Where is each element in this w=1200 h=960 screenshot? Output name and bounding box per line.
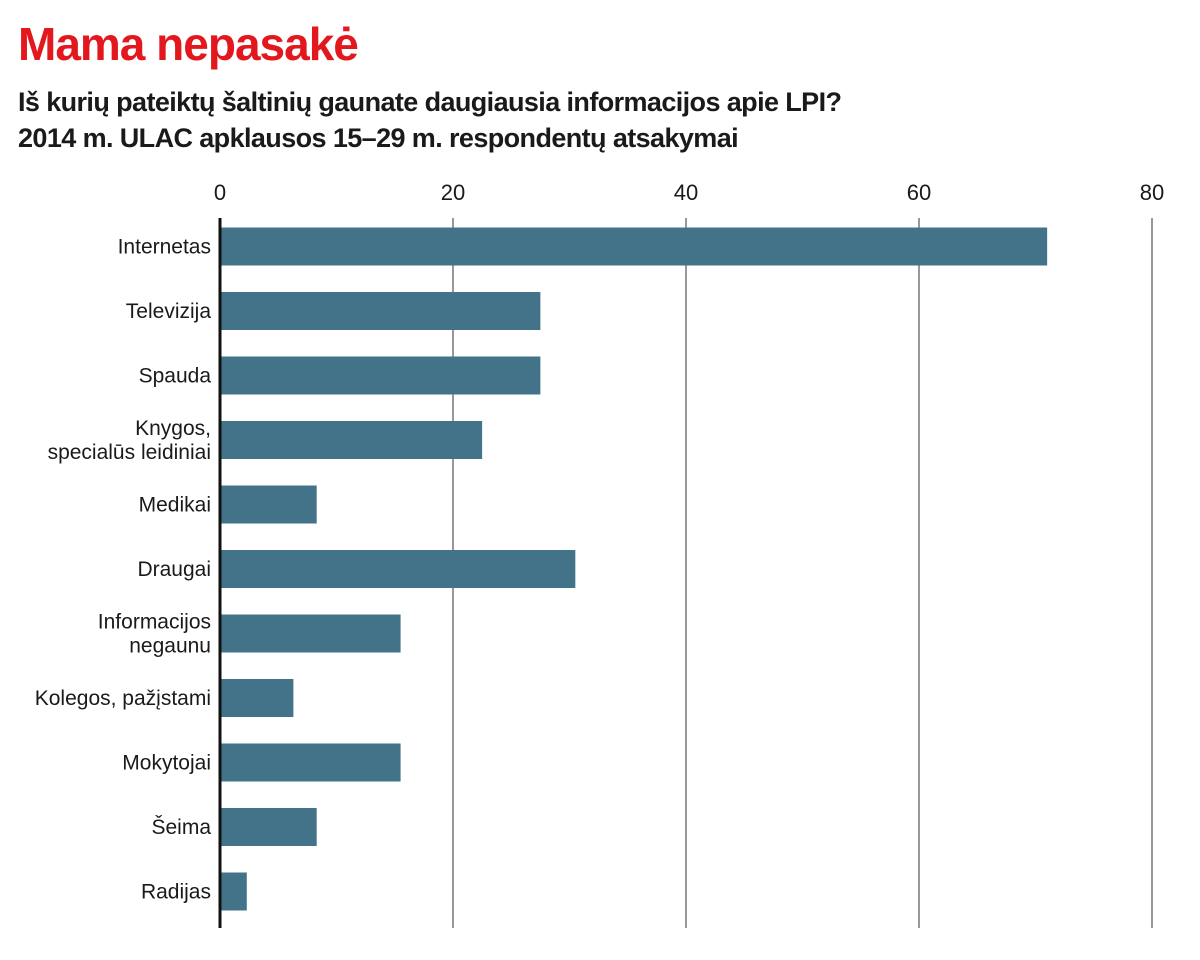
bar: [220, 227, 1048, 266]
x-tick-label: 80: [1140, 180, 1164, 205]
bar: [220, 679, 294, 717]
x-tick-label: 60: [907, 180, 931, 205]
x-tick-label: 20: [441, 180, 465, 205]
bar: [220, 421, 483, 459]
category-label: Draugai: [137, 558, 211, 581]
bar: [220, 872, 247, 911]
category-label: Mokytojai: [122, 752, 211, 775]
bar: [220, 292, 541, 330]
x-tick-label: 0: [214, 180, 226, 205]
category-label: Spauda: [139, 365, 212, 388]
chart-title: Mama nepasakė: [18, 18, 359, 70]
category-label: Radijas: [141, 881, 211, 904]
category-label: Knygos, specialūs leidiniai: [48, 417, 211, 464]
bar: [220, 808, 317, 846]
category-label: Informacijos negaunu: [98, 611, 211, 658]
chart-subtitle-line-1: Iš kurių pateiktų šaltinių gaunate daugi…: [18, 87, 842, 117]
bar: [220, 614, 401, 653]
x-tick-label: 40: [674, 180, 698, 205]
bar: [220, 550, 576, 588]
category-label: Šeima: [151, 816, 211, 839]
category-label: Televizija: [126, 300, 212, 323]
category-label: Internetas: [118, 236, 211, 259]
bar: [220, 356, 541, 395]
category-label: Kolegos, pažįstami: [35, 687, 211, 710]
category-label: Medikai: [139, 494, 211, 517]
bar: [220, 743, 401, 782]
chart-subtitle-line-2: 2014 m. ULAC apklausos 15–29 m. responde…: [18, 123, 739, 153]
bar: [220, 485, 317, 524]
